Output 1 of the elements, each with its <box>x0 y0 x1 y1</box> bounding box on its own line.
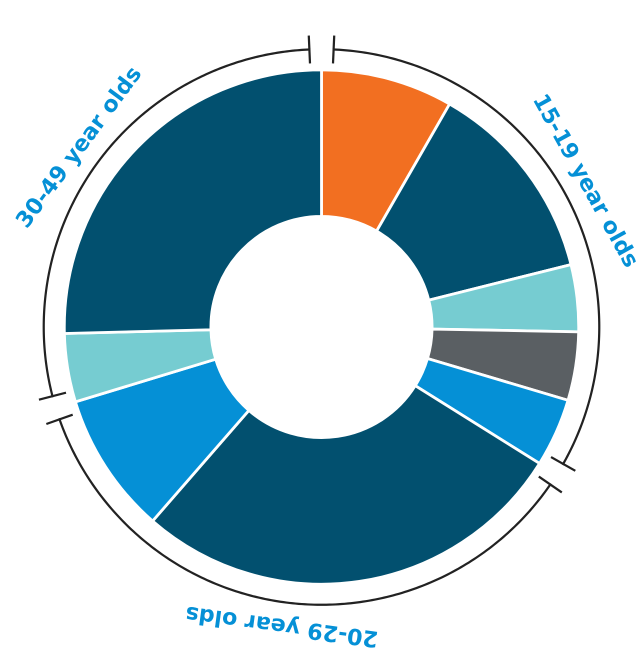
text: 20-29 year olds <box>185 602 378 649</box>
